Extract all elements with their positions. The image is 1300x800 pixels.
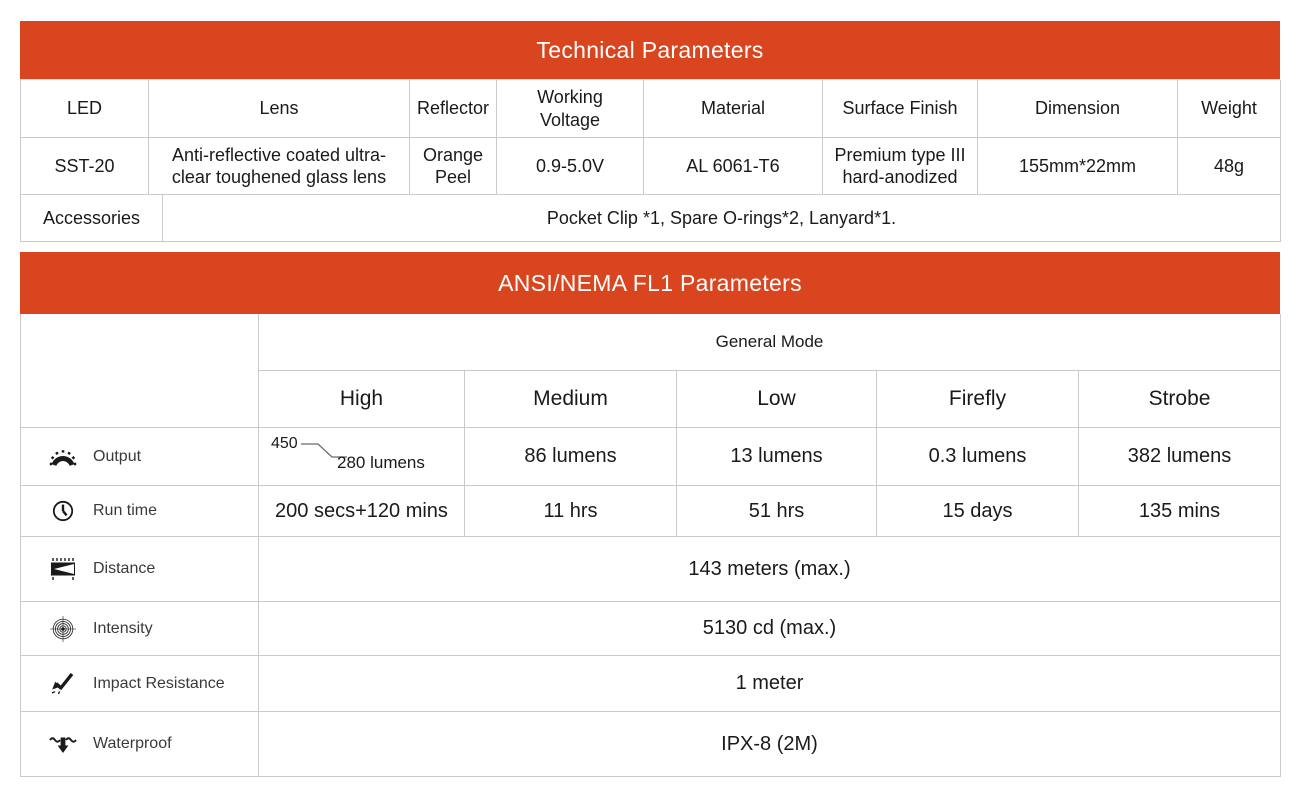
- output-row-label: Output: [93, 447, 142, 465]
- tech-value-dimension: 155mm*22mm: [978, 138, 1178, 195]
- output-high-cell: 450 280 lumens: [259, 428, 465, 486]
- runtime-clock-icon: [49, 498, 77, 524]
- tech-header-lens: Lens: [149, 80, 410, 138]
- distance-value-cell: 143 meters (max.): [259, 537, 1281, 602]
- runtime-firefly-cell: 15 days: [877, 486, 1079, 537]
- tech-header-dimension: Dimension: [978, 80, 1178, 138]
- intensity-target-icon: [49, 615, 77, 642]
- tech-value-reflector: Orange Peel: [410, 138, 497, 195]
- accessories-row: Accessories Pocket Clip *1, Spare O-ring…: [20, 195, 1281, 242]
- technical-parameters-title: Technical Parameters: [536, 36, 764, 63]
- runtime-row-label-cell: Run time: [21, 486, 259, 537]
- output-high-initial: 450: [271, 435, 298, 452]
- output-medium-cell: 86 lumens: [465, 428, 677, 486]
- stepdown-connector-line: [301, 443, 347, 458]
- technical-parameters-table: LED Lens Reflector Working Voltage Mater…: [20, 79, 1281, 195]
- output-sun-icon: [49, 444, 77, 470]
- waterproof-row-label-cell: Waterproof: [21, 712, 259, 777]
- output-high-stepdown: 280 lumens: [337, 453, 425, 472]
- tech-header-working-voltage: Working Voltage: [497, 80, 644, 138]
- ansi-fl1-title: ANSI/NEMA FL1 Parameters: [498, 269, 802, 296]
- impact-row-label-cell: Impact Resistance: [21, 656, 259, 712]
- intensity-row-label: Intensity: [93, 619, 153, 637]
- accessories-value: Pocket Clip *1, Spare O-rings*2, Lanyard…: [163, 195, 1281, 242]
- mode-header-strobe: Strobe: [1079, 371, 1281, 428]
- general-mode-header: General Mode: [259, 314, 1281, 371]
- tech-header-reflector: Reflector: [410, 80, 497, 138]
- output-low-cell: 13 lumens: [677, 428, 877, 486]
- tech-header-led: LED: [21, 80, 149, 138]
- tech-header-weight: Weight: [1178, 80, 1281, 138]
- tech-value-weight: 48g: [1178, 138, 1281, 195]
- tech-header-surface-finish: Surface Finish: [823, 80, 978, 138]
- runtime-medium-cell: 11 hrs: [465, 486, 677, 537]
- waterproof-value-cell: IPX-8 (2M): [259, 712, 1281, 777]
- tech-header-material: Material: [644, 80, 823, 138]
- mode-header-low: Low: [677, 371, 877, 428]
- tech-value-led: SST-20: [21, 138, 149, 195]
- distance-row-label-cell: Distance: [21, 537, 259, 602]
- impact-check-arrow-icon: [49, 671, 77, 697]
- distance-row-label: Distance: [93, 560, 156, 577]
- waterproof-arrow-icon: [49, 731, 77, 757]
- runtime-strobe-cell: 135 mins: [1079, 486, 1281, 537]
- tech-value-surface-finish: Premium type III hard-anodized: [823, 138, 978, 195]
- mode-header-firefly: Firefly: [877, 371, 1079, 428]
- impact-row-label: Impact Resistance: [93, 674, 225, 692]
- mode-header-high: High: [259, 371, 465, 428]
- tech-value-material: AL 6061-T6: [644, 138, 823, 195]
- fl1-parameters-table: General Mode High Medium Low Firefly Str…: [20, 314, 1281, 777]
- output-row-label-cell: Output: [21, 428, 259, 486]
- fl1-corner-empty-cell: [21, 314, 259, 428]
- runtime-high-cell: 200 secs+120 mins: [259, 486, 465, 537]
- tech-value-lens: Anti-reflective coated ultra-clear tough…: [149, 138, 410, 195]
- runtime-row-label: Run time: [93, 502, 158, 519]
- accessories-label: Accessories: [21, 195, 163, 242]
- mode-header-medium: Medium: [465, 371, 677, 428]
- ansi-fl1-banner: ANSI/NEMA FL1 Parameters: [20, 252, 1280, 314]
- intensity-value-cell: 5130 cd (max.): [259, 602, 1281, 656]
- distance-flag-icon: [49, 556, 77, 582]
- waterproof-row-label: Waterproof: [93, 735, 172, 752]
- runtime-low-cell: 51 hrs: [677, 486, 877, 537]
- tech-value-working-voltage: 0.9-5.0V: [497, 138, 644, 195]
- output-strobe-cell: 382 lumens: [1079, 428, 1281, 486]
- technical-parameters-banner: Technical Parameters: [20, 21, 1280, 79]
- intensity-row-label-cell: Intensity: [21, 602, 259, 656]
- impact-value-cell: 1 meter: [259, 656, 1281, 712]
- output-firefly-cell: 0.3 lumens: [877, 428, 1079, 486]
